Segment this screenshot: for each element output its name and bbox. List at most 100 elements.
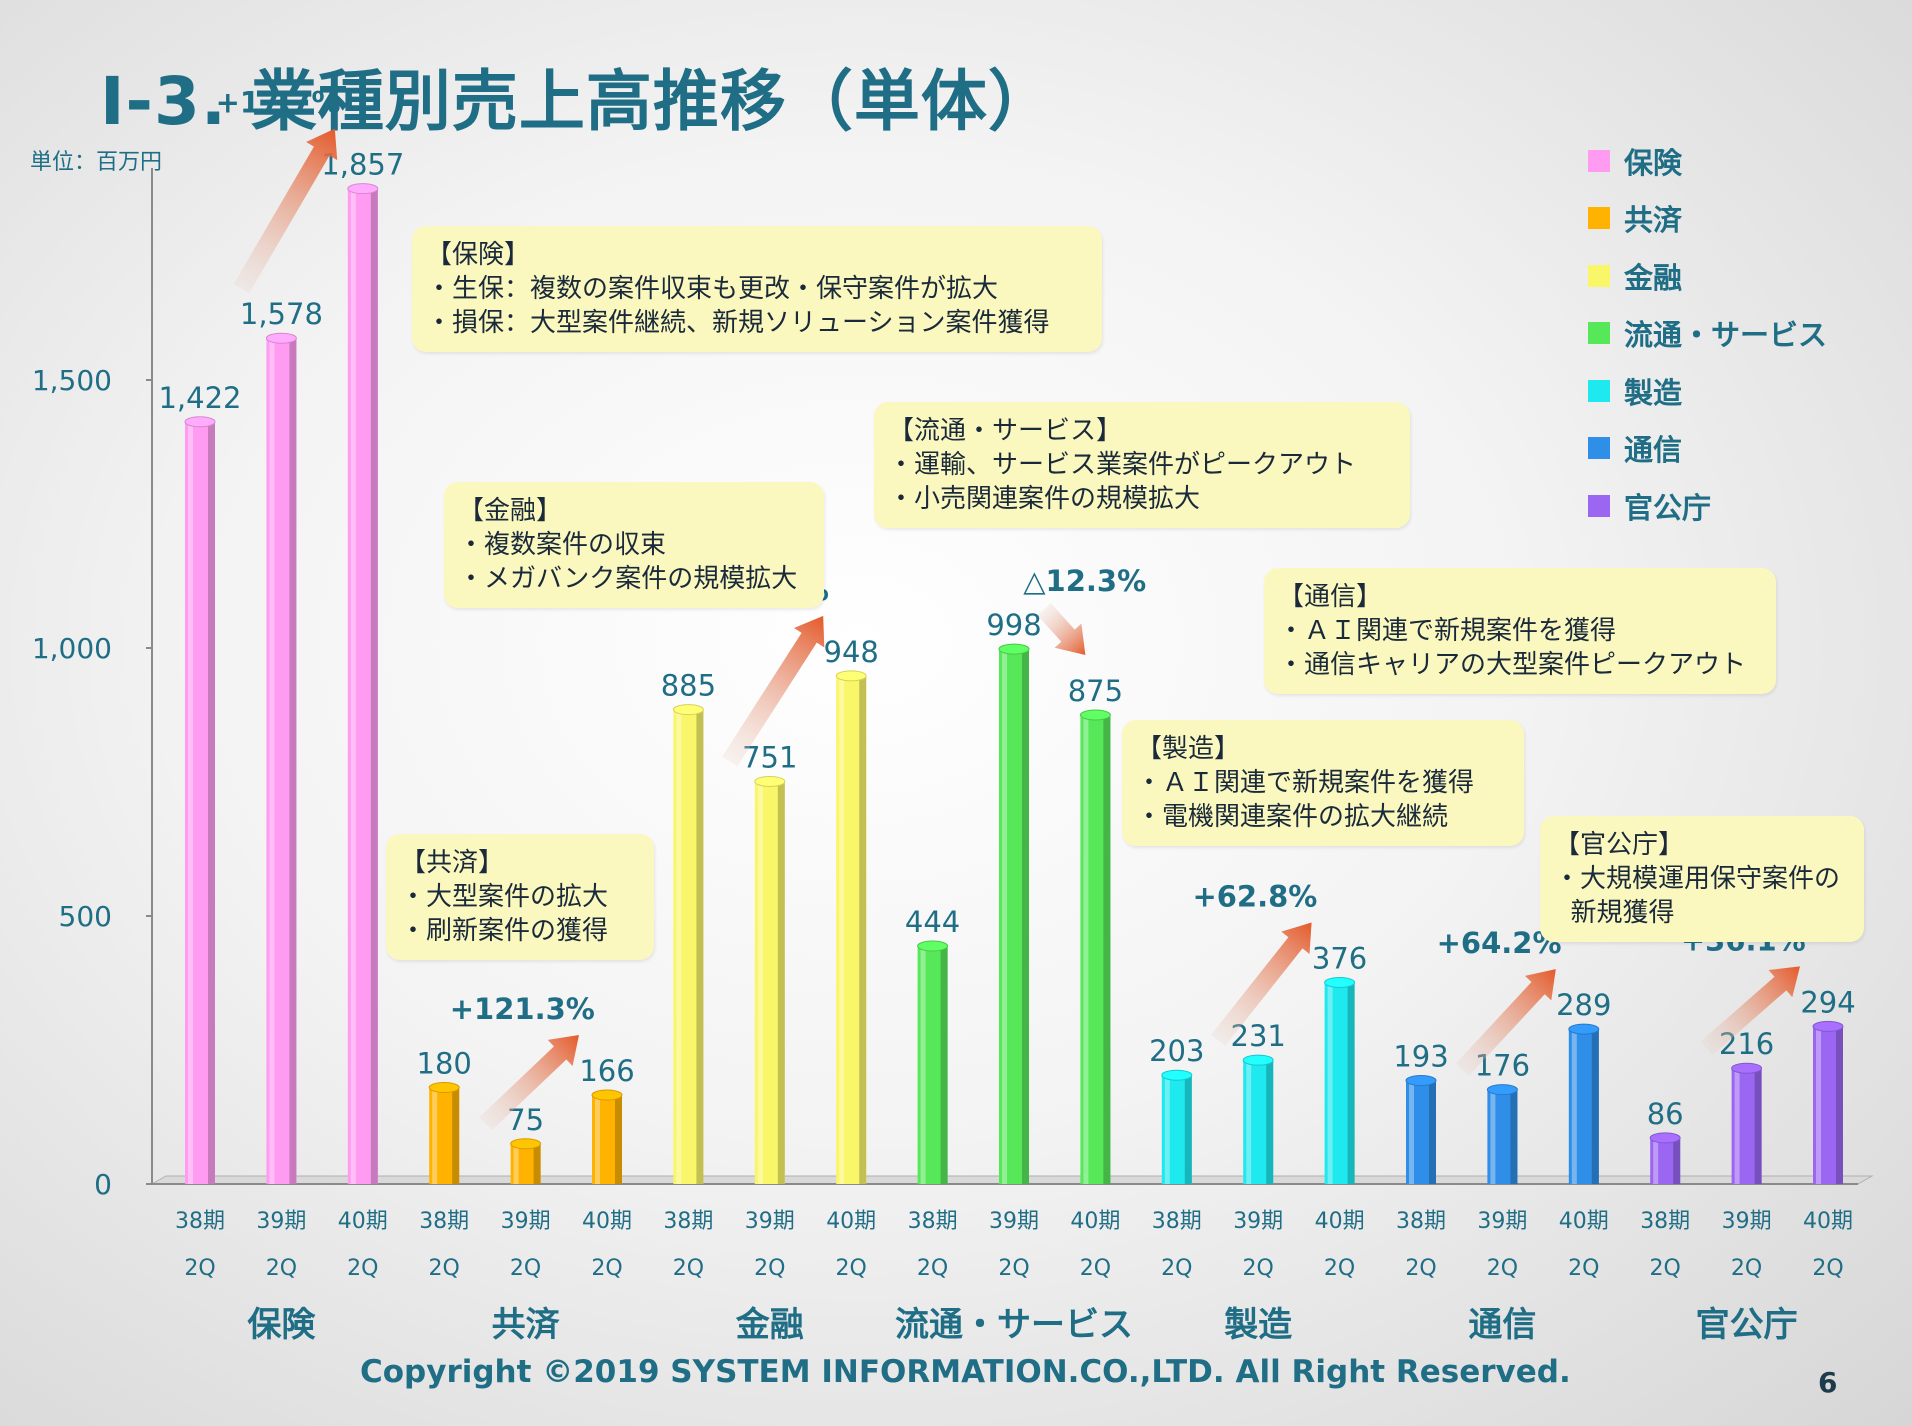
note-line: ・複数案件の収束 — [458, 530, 667, 560]
note-line: 【金融】 — [458, 496, 563, 526]
bar-cap — [1649, 1132, 1681, 1144]
page-number: 6 — [1818, 1366, 1838, 1399]
bar-value-label: 998 — [986, 608, 1041, 642]
bar-cap — [835, 670, 867, 682]
growth-label: +62.8% — [1192, 879, 1317, 913]
bar-cap — [1812, 1020, 1844, 1032]
bar-value-label: 289 — [1556, 988, 1611, 1022]
x-tick-label: 40期 — [1070, 1209, 1120, 1234]
bar-highlight — [1734, 1068, 1740, 1184]
bar-value-label: 86 — [1647, 1097, 1684, 1131]
category-label: 流通・サービス — [895, 1305, 1133, 1345]
growth-arrow — [1037, 603, 1086, 656]
copyright: Copyright ©2019 SYSTEM INFORMATION.CO.,L… — [360, 1354, 1571, 1390]
bar-highlight — [1083, 715, 1089, 1184]
note-line: ・ＡＩ関連で新規案件を獲得 — [1278, 616, 1617, 646]
note-tsushin: 【通信】 ・ＡＩ関連で新規案件を獲得 ・通信キャリアの大型案件ピークアウト — [1264, 568, 1776, 694]
x-tick-label: 40期 — [338, 1209, 388, 1234]
note-line: 【通信】 — [1278, 582, 1383, 612]
bar-side — [452, 1087, 460, 1184]
x-tick-label: 38期 — [1640, 1209, 1690, 1234]
bar-highlight — [1571, 1029, 1577, 1184]
note-line: 【流通・サービス】 — [888, 416, 1123, 446]
legend-item-seizo: 製造 — [1588, 362, 1827, 420]
bar-highlight — [1490, 1089, 1496, 1184]
bar-highlight — [595, 1095, 600, 1184]
x-tick-label: 2Q — [754, 1256, 785, 1281]
bar-side — [1103, 715, 1111, 1184]
bar-cap — [917, 940, 949, 952]
x-tick-label: 2Q — [184, 1256, 215, 1281]
category-label: 保険 — [247, 1305, 316, 1345]
bar-cap — [428, 1082, 460, 1094]
category-label: 共済 — [492, 1305, 561, 1345]
x-tick-label: 38期 — [419, 1209, 469, 1234]
legend-item-hoken: 保険 — [1588, 132, 1827, 190]
bar-value-label: 1,578 — [240, 297, 323, 331]
growth-arrow — [1455, 969, 1556, 1076]
note-hoken: 【保険】 ・生保：複数の案件収束も更改・保守案件が拡大 ・損保：大型案件継続、新… — [412, 226, 1102, 352]
bar-cap — [265, 332, 297, 344]
bar-side — [1836, 1026, 1843, 1184]
growth-arrow-shape — [1211, 922, 1312, 1046]
growth-label: △12.3% — [1023, 564, 1146, 598]
bar-cap — [1324, 976, 1356, 988]
bar-side — [859, 675, 867, 1184]
note-seizo: 【製造】 ・ＡＩ関連で新規案件を獲得 ・電機関連案件の拡大継続 — [1122, 720, 1524, 846]
legend-swatch — [1588, 264, 1610, 287]
category-label: 金融 — [735, 1305, 804, 1345]
bar-highlight — [839, 675, 845, 1184]
bar-value-label: 166 — [579, 1054, 634, 1088]
growth-arrow-shape — [1037, 603, 1086, 656]
bar-cap — [998, 643, 1030, 655]
bar-side — [1022, 649, 1029, 1184]
bar-side — [1266, 1060, 1274, 1184]
x-tick-label: 38期 — [1152, 1209, 1202, 1234]
legend-label: 通信 — [1624, 433, 1683, 468]
x-tick-label: 39期 — [256, 1209, 306, 1234]
growth-label: +121.3% — [450, 992, 595, 1026]
bar-cap — [1568, 1023, 1600, 1035]
bar-highlight — [188, 421, 193, 1185]
legend-label: 保険 — [1624, 145, 1683, 180]
bar-value-label: 885 — [661, 669, 716, 703]
bar-highlight — [1246, 1060, 1252, 1184]
bar-cap — [1242, 1054, 1274, 1066]
y-tick-label: 1,000 — [32, 632, 112, 665]
x-tick-label: 2Q — [1812, 1256, 1843, 1281]
x-tick-label: 2Q — [673, 1256, 704, 1281]
bar-highlight — [1164, 1075, 1170, 1184]
bar-cap — [1161, 1069, 1193, 1081]
legend-swatch — [1588, 494, 1610, 517]
legend-item-ryutsu: 流通・サービス — [1588, 305, 1827, 363]
growth-arrow — [722, 615, 825, 767]
note-line: ・運輸、サービス業案件がピークアウト — [888, 450, 1357, 480]
note-line: 【保険】 — [426, 240, 531, 270]
bar-highlight — [269, 338, 275, 1184]
x-tick-label: 39期 — [501, 1209, 551, 1234]
legend-swatch — [1588, 322, 1610, 345]
x-tick-label: 39期 — [1477, 1209, 1527, 1234]
bar-cap — [754, 775, 786, 787]
x-tick-label: 40期 — [1559, 1209, 1609, 1234]
legend-item-kankocho: 官公庁 — [1588, 477, 1827, 535]
x-tick-label: 39期 — [1722, 1209, 1772, 1234]
bar-cap — [1731, 1062, 1763, 1074]
legend-swatch — [1588, 149, 1610, 172]
bar-value-label: 193 — [1393, 1040, 1448, 1074]
growth-arrow-shape — [1700, 966, 1800, 1055]
x-tick-label: 2Q — [1731, 1256, 1762, 1281]
note-kinyu: 【金融】 ・複数案件の収束 ・メガバンク案件の規模拡大 — [444, 482, 824, 608]
bar-side — [289, 338, 297, 1184]
x-tick-label: 38期 — [663, 1209, 713, 1234]
bar-side — [533, 1143, 541, 1184]
bar-value-label: 948 — [824, 635, 879, 669]
x-tick-label: 2Q — [1080, 1256, 1111, 1281]
bar-highlight — [513, 1143, 519, 1184]
x-tick-label: 39期 — [989, 1209, 1039, 1234]
note-line: ・小売関連案件の規模拡大 — [888, 484, 1201, 514]
bar-highlight — [432, 1087, 438, 1184]
bar-cap — [510, 1138, 542, 1150]
x-tick-label: 2Q — [591, 1256, 622, 1281]
